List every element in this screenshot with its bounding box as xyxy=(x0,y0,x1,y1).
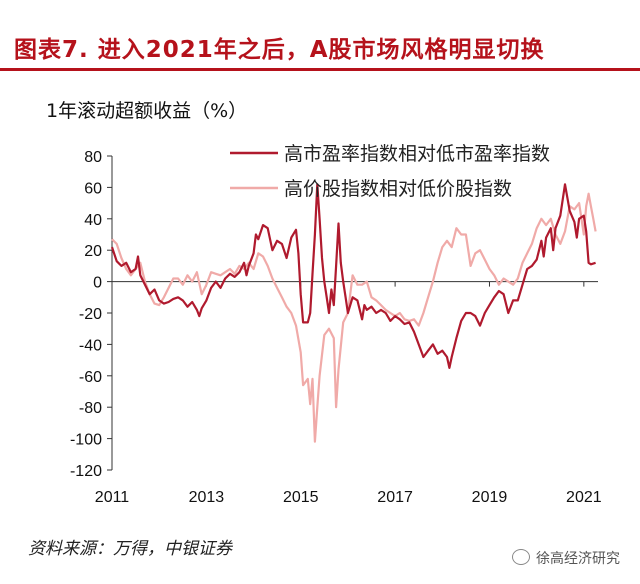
y-tick-label: 80 xyxy=(84,149,102,166)
series-lines xyxy=(110,183,597,443)
axis-ticks: 80 60 40 20 0 -20 -40 -60 -80 -100 -120 2011 2013 201… xyxy=(70,149,602,506)
source-note: 资料来源：万得，中银证券 xyxy=(28,539,232,559)
title-underline xyxy=(0,68,640,71)
y-tick-label: -60 xyxy=(79,369,102,386)
y-tick-label: 40 xyxy=(84,212,102,229)
y-axis-label: 1年滚动超额收益（%） xyxy=(46,100,248,122)
x-tick-label: 2017 xyxy=(377,489,413,506)
x-tick-label: 2011 xyxy=(95,489,130,506)
y-tick-label: -20 xyxy=(79,306,102,323)
watermark-text: 徐高经济研究 xyxy=(536,551,620,567)
x-tick-label: 2019 xyxy=(472,489,508,506)
legend-label-2: 高价股指数相对低价股指数 xyxy=(284,178,512,200)
y-tick-label: -120 xyxy=(70,463,102,480)
series-line-1 xyxy=(110,183,596,369)
wechat-icon xyxy=(512,549,530,565)
y-tick-label: -100 xyxy=(70,432,102,449)
x-tick-label: 2015 xyxy=(283,489,319,506)
chart-title: 图表7. 进入2021年之后，A股市场风格明显切换 xyxy=(14,37,545,63)
y-tick-label: 0 xyxy=(93,275,102,292)
y-tick-label: -80 xyxy=(79,400,102,417)
x-tick-label: 2021 xyxy=(566,489,602,506)
x-tick-label: 2013 xyxy=(189,489,225,506)
y-tick-label: 60 xyxy=(84,180,102,197)
legend-label-1: 高市盈率指数相对低市盈率指数 xyxy=(284,143,550,165)
y-tick-label: -40 xyxy=(79,337,102,354)
chart-axes xyxy=(111,156,598,470)
series-line-2 xyxy=(111,192,597,443)
watermark: 徐高经济研究 xyxy=(512,548,620,568)
y-tick-label: 20 xyxy=(84,243,102,260)
